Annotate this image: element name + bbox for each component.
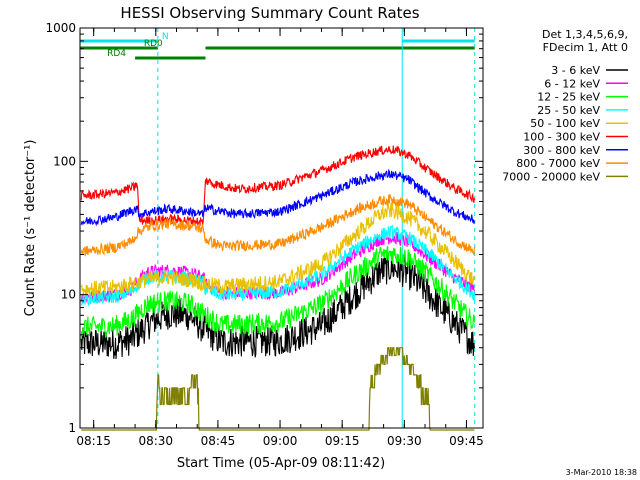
legend-label: 800 - 7000 keV	[516, 157, 600, 170]
y-axis-label: Count Rate (s⁻¹ detector⁻¹)	[23, 140, 38, 317]
series-line	[80, 252, 475, 360]
axes: 08:15 08:30 08:45 09:00 09:15 09:30 09:45 1 10 10…	[45, 21, 483, 448]
y-tick-label: 1	[68, 421, 76, 435]
x-tick-label: 09:45	[449, 434, 484, 448]
x-tick-label: 09:15	[325, 434, 360, 448]
legend-header: FDecim 1, Att 0	[543, 41, 628, 54]
x-tick-label: 09:30	[387, 434, 422, 448]
footer-date: 3-Mar-2010 18:38	[566, 468, 637, 477]
plot-frame	[79, 27, 484, 429]
legend-label: 7000 - 20000 keV	[502, 170, 600, 183]
series-line	[81, 347, 475, 431]
flag-bar-label: N	[162, 32, 169, 42]
legend-label: 300 - 800 keV	[523, 144, 600, 157]
x-axis-label: Start Time (05-Apr-09 08:11:42)	[177, 456, 385, 471]
legend-label: 100 - 300 keV	[523, 131, 600, 144]
chart-title: HESSI Observing Summary Count Rates	[120, 4, 419, 22]
series-line	[80, 194, 475, 257]
x-tick-label: 08:15	[76, 434, 111, 448]
y-tick-label: 10	[61, 288, 76, 302]
legend-label: 12 - 25 keV	[537, 91, 600, 104]
flag-bar-label: RD4	[107, 49, 126, 59]
series-line	[80, 145, 475, 227]
x-tick-label: 08:30	[138, 434, 173, 448]
series-layer	[80, 145, 475, 431]
flag-bar-label: RD0	[144, 39, 163, 49]
series-line	[80, 245, 475, 338]
series-line	[80, 202, 475, 297]
x-tick-label: 09:00	[263, 434, 298, 448]
y-tick-label: 1000	[45, 21, 76, 35]
legend-header: Det 1,3,4,5,6,9,	[542, 28, 628, 41]
legend: Det 1,3,4,5,6,9,FDecim 1, Att 0 3 - 6 keV…	[502, 28, 628, 183]
y-tick-label: 100	[53, 154, 76, 168]
legend-label: 6 - 12 keV	[544, 77, 600, 90]
legend-label: 3 - 6 keV	[551, 64, 600, 77]
x-tick-label: 08:45	[201, 434, 236, 448]
legend-label: 50 - 100 keV	[530, 117, 600, 130]
series-line	[80, 224, 475, 307]
vertical-markers	[79, 28, 476, 428]
legend-label: 25 - 50 keV	[537, 104, 600, 117]
series-line	[80, 168, 475, 227]
